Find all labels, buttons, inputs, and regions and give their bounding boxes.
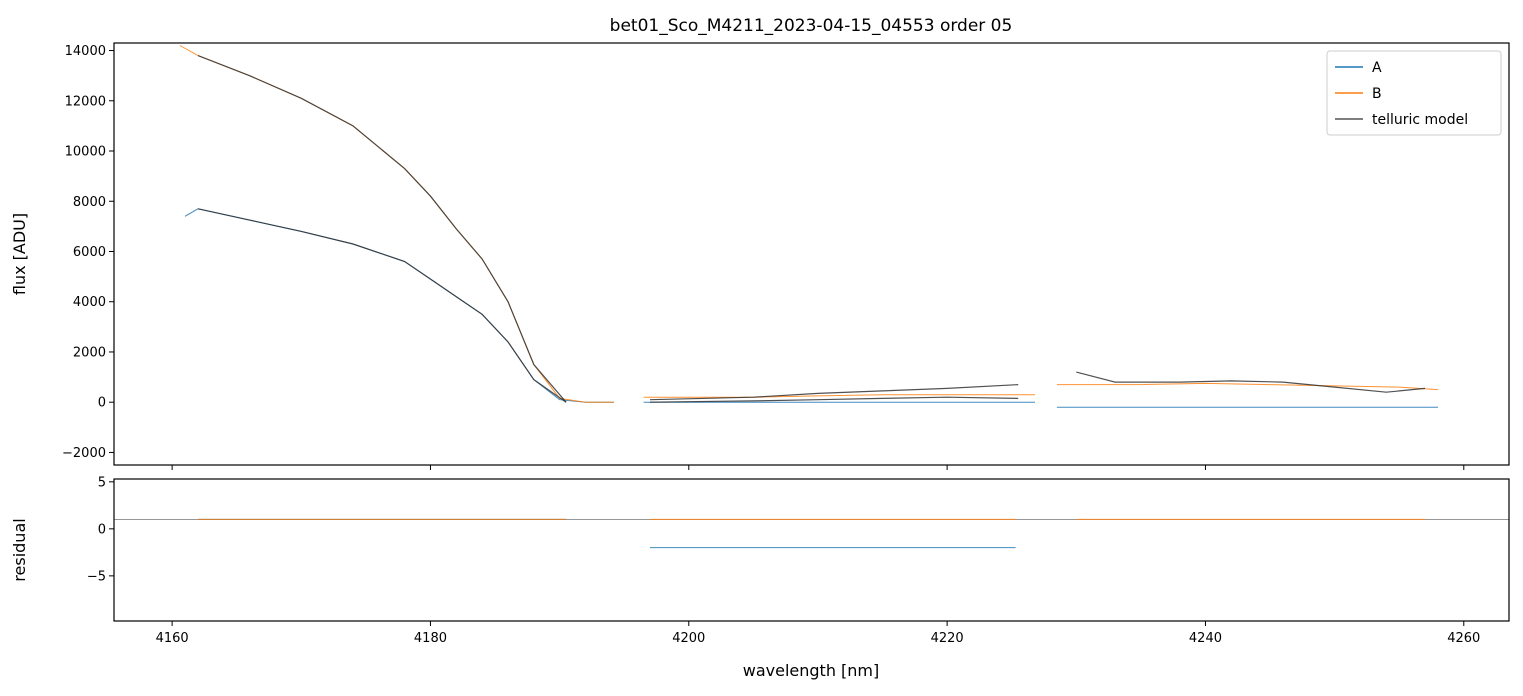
top-axes-frame	[113, 42, 1510, 466]
top-series-b-segment-2	[1056, 382, 1439, 391]
bottom-xtick-label: 4180	[414, 631, 447, 646]
top-ytick-label: 0	[98, 396, 106, 411]
bottom-ylabel: residual	[10, 518, 29, 581]
top-ytick-label: 4000	[73, 295, 106, 310]
xlabel: wavelength [nm]	[743, 661, 880, 680]
top-ytick-label: 8000	[73, 195, 106, 210]
bottom-xtick-label: 4220	[931, 631, 964, 646]
bottom-xtick-label: 4260	[1447, 631, 1480, 646]
top-ytick-label: 14000	[65, 44, 106, 59]
top-series-telluric-model-segment-0	[197, 55, 567, 403]
bottom-axes-frame	[113, 478, 1510, 622]
bottom-xtick-label: 4240	[1189, 631, 1222, 646]
bottom-panel: −5 0 5 4160 4180 4200 4220 4240 4260	[87, 475, 1510, 646]
bottom-xtick-label: 4160	[156, 631, 189, 646]
top-ytick-label: −2000	[62, 446, 106, 461]
top-series-a-segment-0	[184, 208, 614, 403]
legend-label-a: A	[1372, 60, 1382, 76]
top-series-telluric-model-segment-2	[649, 384, 1019, 401]
top-ytick-label: 12000	[65, 94, 106, 109]
legend-label-b: B	[1372, 86, 1382, 102]
top-series-b-segment-0	[179, 45, 614, 403]
top-series-telluric-model-segment-4	[1076, 371, 1426, 393]
bottom-ytick-label: 0	[98, 522, 106, 537]
bottom-xtick-label: 4200	[672, 631, 705, 646]
top-series-b-segment-1	[643, 394, 1035, 398]
top-ylabel: flux [ADU]	[10, 213, 29, 295]
chart-title: bet01_Sco_M4211_2023-04-15_04553 order 0…	[610, 16, 1013, 36]
bottom-plot-area	[114, 518, 1509, 549]
top-ytick-label: 2000	[73, 345, 106, 360]
top-series-telluric-model-segment-3	[649, 396, 1019, 403]
bottom-ytick-label: 5	[98, 475, 106, 490]
top-ytick-label: 6000	[73, 245, 106, 260]
bottom-ytick-label: −5	[87, 569, 106, 584]
top-ytick-label: 10000	[65, 145, 106, 160]
legend-label-telluric-model: telluric model	[1372, 112, 1468, 128]
top-series-telluric-model-segment-1	[197, 208, 567, 403]
top-plot-area	[179, 45, 1439, 408]
legend-box	[1326, 50, 1502, 136]
top-panel: −2000 0 2000 4000 6000 8000 10000 12000 14000 ABt…	[62, 42, 1510, 470]
